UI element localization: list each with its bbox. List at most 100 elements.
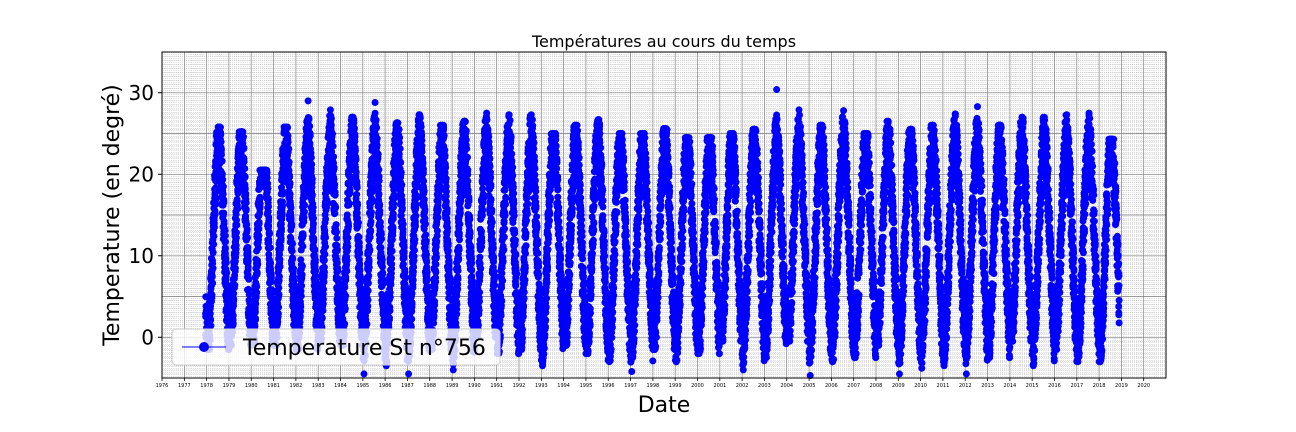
x-tick-label: 1997 — [624, 383, 637, 389]
point-yearly-min — [628, 367, 636, 375]
point-yearly-max — [706, 134, 714, 142]
x-tick-label: 2008 — [870, 383, 883, 389]
x-tick-label: 1981 — [267, 383, 280, 389]
x-tick-label: 2007 — [847, 383, 860, 389]
x-tick-label: 1995 — [580, 383, 593, 389]
y-tick-label: 10 — [129, 244, 154, 268]
x-tick-label: 2002 — [736, 383, 749, 389]
x-axis-label: Date — [638, 393, 691, 418]
point-yearly-max — [996, 121, 1004, 129]
point-yearly-min — [405, 370, 413, 378]
x-tick-label: 1990 — [468, 383, 481, 389]
x-tick-label: 1983 — [312, 383, 325, 389]
x-tick-label: 1979 — [223, 383, 236, 389]
x-tick-label: 1977 — [178, 383, 191, 389]
point-yearly-max — [349, 113, 357, 121]
x-tick-label: 2019 — [1115, 383, 1128, 389]
x-tick-label: 1987 — [401, 383, 414, 389]
point-yearly-min — [449, 366, 457, 374]
x-tick-label: 2012 — [959, 383, 972, 389]
x-tick-label: 1978 — [200, 383, 213, 389]
x-tick-label: 1980 — [245, 383, 258, 389]
point-yearly-min — [762, 354, 770, 362]
point-yearly-max — [393, 119, 401, 127]
x-tick-label: 1984 — [334, 383, 347, 389]
point-yearly-max — [840, 107, 848, 115]
legend-marker — [199, 342, 209, 352]
point-yearly-min — [561, 341, 569, 349]
x-tick-label: 2020 — [1137, 383, 1150, 389]
y-tick-label: 20 — [129, 162, 154, 186]
legend-label: Temperature St n°756 — [242, 336, 486, 361]
point-yearly-max — [215, 123, 223, 131]
point-yearly-max — [683, 134, 691, 142]
point-yearly-max — [416, 111, 424, 119]
x-tick-label: 1976 — [156, 383, 169, 389]
point-yearly-max — [929, 121, 937, 129]
point-yearly-max — [1063, 111, 1071, 119]
point-yearly-max — [550, 130, 558, 137]
x-tick-label: 2004 — [780, 383, 793, 389]
point-yearly-min — [873, 341, 881, 349]
x-tick-label: 1993 — [535, 383, 548, 389]
point-yearly-min — [650, 345, 658, 353]
x-tick-label: 2005 — [803, 383, 816, 389]
y-axis: 0 10 20 30 — [129, 81, 162, 349]
legend: Temperature St n°756 — [171, 328, 501, 366]
point-yearly-max — [951, 110, 959, 118]
x-tick-label: 2014 — [1003, 383, 1016, 389]
point-yearly-min — [739, 366, 747, 374]
point-yearly-max — [438, 121, 446, 129]
point-yearly-max — [460, 117, 468, 125]
point-yearly-max — [527, 111, 535, 119]
point-yearly-min — [695, 350, 703, 358]
x-tick-label: 1985 — [356, 383, 369, 389]
point-yearly-min — [516, 345, 524, 353]
point-yearly-max — [661, 125, 669, 133]
point-yearly-max — [617, 130, 625, 137]
point-yearly-min — [962, 370, 970, 378]
point-yearly-max — [907, 125, 915, 133]
x-tick-label: 1986 — [379, 383, 392, 389]
x-tick-label: 2018 — [1093, 383, 1106, 389]
point-yearly-min — [1007, 337, 1015, 345]
point-yearly-min — [1052, 345, 1060, 353]
x-tick-label: 2010 — [914, 383, 927, 389]
point-yearly-max — [326, 106, 334, 114]
point-yearly-max — [260, 166, 268, 174]
x-tick-label: 2011 — [937, 383, 950, 389]
x-tick-label: 2000 — [691, 383, 704, 389]
x-tick-label: 1992 — [513, 383, 526, 389]
x-tick-label: 2017 — [1070, 383, 1083, 389]
point-yearly-max — [817, 121, 825, 129]
point-yearly-min — [895, 370, 903, 378]
point-yearly-max — [862, 130, 870, 137]
y-tick-label: 0 — [141, 325, 154, 349]
point-yearly-max — [973, 103, 981, 111]
point-yearly-max — [639, 130, 647, 137]
x-tick-label: 2016 — [1048, 383, 1061, 389]
point-yearly-min — [672, 358, 680, 366]
point-yearly-min — [605, 358, 613, 366]
point-yearly-min — [1029, 362, 1037, 370]
x-tick-label: 2006 — [825, 383, 838, 389]
point-yearly-min — [829, 358, 837, 366]
x-tick-label: 2001 — [713, 383, 726, 389]
point-yearly-min — [985, 354, 993, 362]
point-yearly-max — [1040, 113, 1048, 121]
point-yearly-min — [918, 364, 926, 372]
point-yearly-min — [851, 354, 859, 362]
x-tick-label: 1988 — [423, 383, 436, 389]
y-axis-label: Temperature (en degré) — [100, 84, 125, 347]
legend-box — [171, 328, 501, 366]
point-yearly-max — [505, 111, 513, 119]
point-yearly-max — [1085, 109, 1093, 117]
point-yearly-min — [360, 370, 368, 378]
point-yearly-max — [773, 85, 781, 93]
x-tick-label: 1991 — [490, 383, 503, 389]
x-tick-label: 2015 — [1026, 383, 1039, 389]
point-yearly-max — [237, 128, 245, 136]
point-yearly-min — [583, 350, 591, 358]
point-yearly-max — [750, 125, 758, 133]
point-yearly-max — [1018, 113, 1026, 121]
